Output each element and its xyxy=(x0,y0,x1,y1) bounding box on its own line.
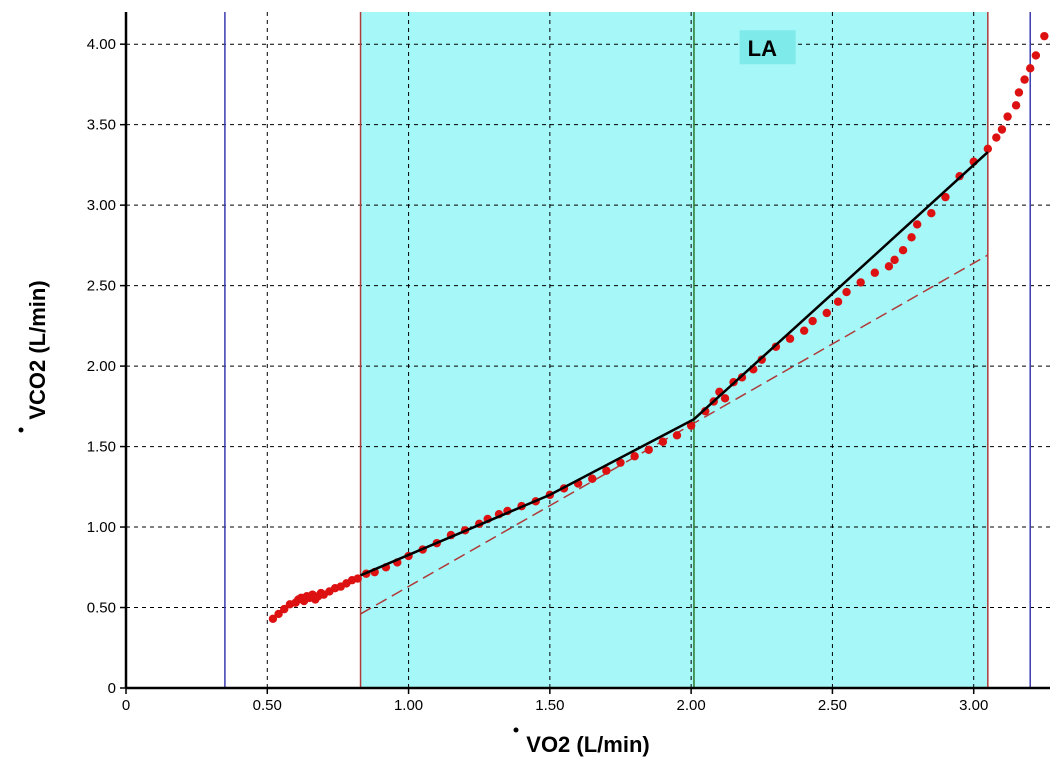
data-point-47 xyxy=(701,406,710,416)
data-point-50 xyxy=(720,394,730,403)
data-point-73 xyxy=(983,144,993,154)
data-point-45 xyxy=(672,431,682,440)
data-point-76 xyxy=(1003,112,1012,121)
data-point-56 xyxy=(785,334,795,343)
data-point-63 xyxy=(870,268,880,277)
data-point-54 xyxy=(757,355,766,364)
fit-line xyxy=(360,151,989,577)
x-tick-label-2: 1.00 xyxy=(394,697,423,714)
x-tick-label-3: 1.50 xyxy=(535,697,564,714)
shaded-region xyxy=(360,12,988,688)
y-axis-title: VCO2 (L/min) xyxy=(25,280,50,419)
data-point-57 xyxy=(799,326,809,335)
data-point-64 xyxy=(884,262,894,271)
data-point-0 xyxy=(268,614,278,623)
y-tick-label-4: 2.00 xyxy=(87,358,116,375)
data-point-68 xyxy=(912,220,922,229)
data-point-74 xyxy=(992,133,1001,142)
y-tick-label-7: 3.50 xyxy=(87,117,116,134)
data-point-61 xyxy=(842,287,851,297)
fit-line-layer xyxy=(360,151,989,577)
data-point-79 xyxy=(1020,75,1029,84)
la-label: LA xyxy=(748,36,777,61)
data-point-70 xyxy=(941,192,950,202)
y-tick-label-1: 0.50 xyxy=(87,600,116,617)
grid-layer xyxy=(126,12,1050,688)
data-point-78 xyxy=(1014,88,1024,97)
tick-labels-layer: 0 0.50 1.00 1.50 2.00 2.50 3.00 0 0.50 1.00 1.50 2.… xyxy=(87,36,989,714)
data-point-44 xyxy=(658,437,668,446)
data-point-41 xyxy=(616,458,625,467)
data-points-layer xyxy=(268,31,1049,623)
data-point-75 xyxy=(997,125,1007,134)
x-tick-label-0: 0 xyxy=(122,697,130,714)
shaded-region-layer xyxy=(360,12,988,688)
data-point-58 xyxy=(808,316,817,326)
x-axis-title: VO2 (L/min) xyxy=(526,732,649,757)
data-point-42 xyxy=(630,452,639,461)
data-point-62 xyxy=(856,278,865,287)
data-point-67 xyxy=(907,233,916,242)
y-tick-label-6: 3.00 xyxy=(87,197,116,214)
y-axis-title-dot xyxy=(18,427,24,433)
data-point-39 xyxy=(588,474,597,483)
y-tick-label-8: 4.00 xyxy=(87,36,116,53)
data-point-77 xyxy=(1011,101,1021,110)
x-axis-title-dot xyxy=(513,727,519,733)
data-point-40 xyxy=(602,466,611,475)
x-tick-label-6: 3.00 xyxy=(959,697,988,714)
data-point-20 xyxy=(353,574,362,583)
la-label-background xyxy=(739,30,796,65)
data-point-46 xyxy=(686,421,696,430)
data-point-81 xyxy=(1031,51,1041,60)
data-point-69 xyxy=(927,208,936,218)
x-tick-label-4: 2.00 xyxy=(677,697,706,714)
y-tick-label-5: 2.50 xyxy=(87,278,116,295)
data-point-43 xyxy=(644,445,653,454)
data-point-1 xyxy=(274,609,283,619)
x-tick-label-5: 2.50 xyxy=(818,697,847,714)
y-tick-label-0: 0 xyxy=(108,680,116,697)
annotation-layer: LA xyxy=(739,30,796,65)
data-point-2 xyxy=(280,604,289,614)
data-point-60 xyxy=(833,297,843,306)
x-tick-label-1: 0.50 xyxy=(253,697,282,714)
data-point-66 xyxy=(898,246,908,255)
y-tick-label-2: 1.00 xyxy=(87,519,116,536)
y-tick-label-3: 1.50 xyxy=(87,439,116,456)
data-point-82 xyxy=(1040,31,1049,41)
data-point-80 xyxy=(1026,64,1035,73)
data-point-65 xyxy=(890,255,899,265)
data-point-59 xyxy=(822,308,831,318)
